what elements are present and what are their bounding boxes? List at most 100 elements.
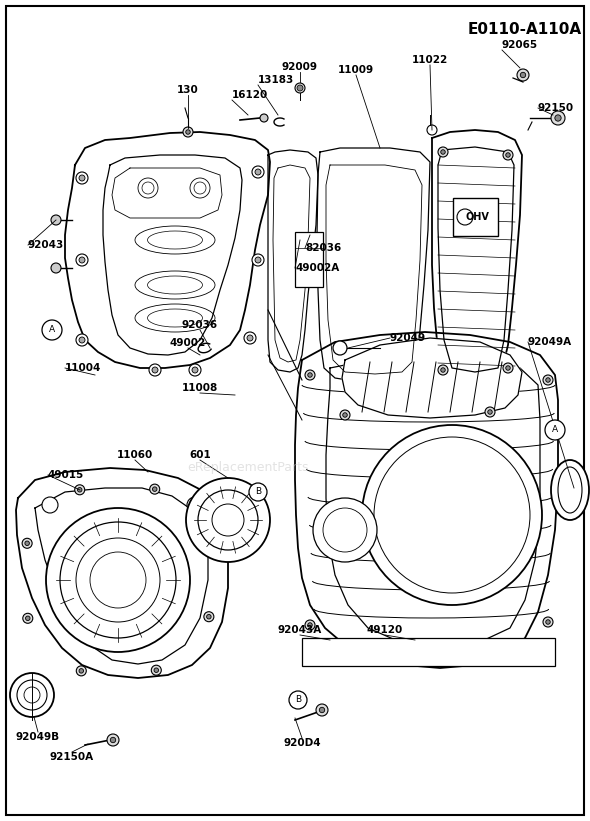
Circle shape [189,364,201,376]
Text: A: A [49,325,55,334]
Circle shape [255,257,261,263]
Text: 13183: 13183 [258,75,294,85]
Circle shape [110,737,116,743]
Circle shape [438,365,448,375]
Text: 92009: 92009 [282,62,318,72]
Circle shape [551,111,565,125]
Circle shape [42,320,62,340]
Circle shape [152,367,158,373]
Text: 49002A: 49002A [295,263,339,273]
Circle shape [204,612,214,621]
Polygon shape [342,338,522,418]
Text: B: B [255,488,261,497]
Circle shape [25,616,30,621]
Circle shape [308,373,312,378]
Circle shape [517,69,529,81]
Circle shape [76,254,88,266]
Circle shape [186,130,190,135]
Polygon shape [295,332,558,668]
Text: 601: 601 [189,450,211,460]
Circle shape [79,175,85,181]
Polygon shape [268,150,318,372]
Circle shape [298,85,302,90]
Bar [295,232,323,287]
Circle shape [546,378,550,383]
Polygon shape [65,132,270,368]
Circle shape [362,425,542,605]
Circle shape [77,488,82,492]
Circle shape [255,169,261,175]
Circle shape [107,734,119,746]
Circle shape [289,691,307,709]
Circle shape [149,364,161,376]
Circle shape [506,365,510,370]
Text: 11060: 11060 [117,450,153,460]
Circle shape [51,215,61,225]
Circle shape [203,537,213,547]
Circle shape [150,484,160,494]
Circle shape [333,341,347,355]
Text: 11004: 11004 [65,363,101,373]
Ellipse shape [551,460,589,520]
Text: 92043: 92043 [28,240,64,250]
Text: 92043A: 92043A [278,625,322,635]
Text: 11022: 11022 [412,55,448,65]
Circle shape [555,115,561,122]
Circle shape [206,539,211,544]
Text: 16120: 16120 [232,90,268,100]
Text: 11008: 11008 [182,383,218,393]
Text: 92150A: 92150A [50,752,94,762]
Circle shape [23,613,33,623]
Circle shape [545,420,565,440]
Circle shape [51,263,61,273]
Circle shape [76,172,88,184]
Text: 92049B: 92049B [16,732,60,742]
Circle shape [75,484,85,495]
Circle shape [313,498,377,562]
Circle shape [244,332,256,344]
Circle shape [343,413,348,417]
Circle shape [79,668,84,673]
Text: OHV: OHV [465,212,489,222]
Text: 92049: 92049 [390,333,426,343]
Circle shape [206,614,211,619]
Text: B: B [295,695,301,704]
Circle shape [187,497,203,513]
Text: A: A [552,425,558,434]
Circle shape [183,127,193,137]
Text: eReplacementParts: eReplacementParts [187,461,309,475]
Polygon shape [16,468,228,678]
Circle shape [543,617,553,627]
Circle shape [295,83,305,93]
Circle shape [79,337,85,343]
Circle shape [151,665,161,675]
Circle shape [305,370,315,380]
Circle shape [520,72,526,78]
Circle shape [247,335,253,341]
Circle shape [252,254,264,266]
Circle shape [305,620,315,630]
Circle shape [316,704,328,716]
Circle shape [249,483,267,501]
Circle shape [79,257,85,263]
Text: 92049A: 92049A [528,337,572,347]
Circle shape [441,149,445,154]
Circle shape [485,407,495,417]
Circle shape [503,363,513,373]
Text: 92036: 92036 [182,320,218,330]
Circle shape [252,166,264,178]
Circle shape [506,153,510,158]
Circle shape [546,620,550,624]
Circle shape [152,487,157,492]
Circle shape [25,541,30,545]
Text: 920D4: 920D4 [283,738,321,748]
Text: 92150: 92150 [538,103,574,113]
Circle shape [76,334,88,346]
Circle shape [10,673,54,717]
Circle shape [297,85,303,91]
Circle shape [186,478,270,562]
Circle shape [543,375,553,385]
Text: 92065: 92065 [502,40,538,50]
Circle shape [76,666,86,676]
Text: 49015: 49015 [48,470,84,480]
